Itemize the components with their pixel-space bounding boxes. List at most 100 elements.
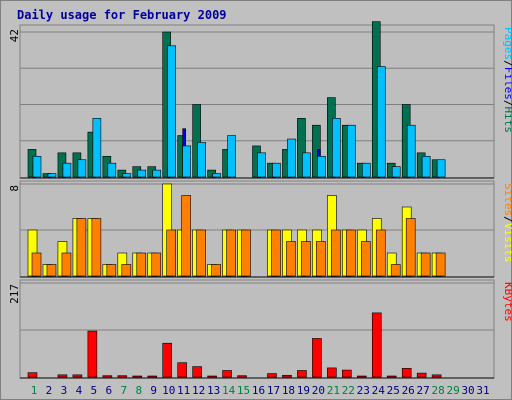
- series-kbytes: [27, 312, 442, 378]
- bar-sites-day-10: [166, 229, 177, 277]
- bar-kbytes-day-8: [132, 375, 143, 378]
- x-tick-label-day-29: 29: [446, 384, 459, 397]
- bar-kbytes-day-5: [87, 330, 98, 378]
- bar-pages-day-10: [167, 45, 177, 178]
- bar-hits-day-12: [192, 104, 201, 178]
- x-tick-label-day-14: 14: [222, 384, 236, 397]
- bar-sites-day-3: [61, 252, 72, 277]
- bar-hits-day-19: [297, 118, 306, 178]
- y-max-label: 42: [8, 29, 21, 42]
- y-max-label: 217: [8, 284, 21, 304]
- bar-kbytes-day-23: [356, 375, 367, 378]
- x-tick-label-day-20: 20: [312, 384, 325, 397]
- bar-kbytes-day-14: [222, 370, 232, 378]
- bar-pages-day-6: [107, 162, 117, 178]
- bar-pages-day-24: [376, 66, 386, 178]
- bar-pages-day-21: [332, 118, 341, 178]
- x-tick-label-day-2: 2: [46, 384, 53, 397]
- bar-kbytes-day-9: [147, 375, 158, 378]
- x-tick-label-day-18: 18: [282, 384, 295, 397]
- bar-sites-day-15: [241, 229, 251, 277]
- legend-entry: /: [502, 216, 512, 223]
- bar-sites-day-4: [76, 218, 87, 277]
- bar-pages-day-18: [287, 138, 296, 178]
- bar-kbytes-day-15: [237, 375, 247, 378]
- bar-sites-day-22: [346, 229, 356, 277]
- bar-kbytes-day-18: [282, 374, 292, 378]
- legend-middle: Sites/Visits: [502, 183, 512, 263]
- panel-background: [19, 279, 495, 379]
- legend-entry: Visits: [502, 223, 512, 263]
- bar-sites-day-19: [301, 241, 311, 277]
- bar-pages-day-16: [257, 152, 266, 178]
- x-tick-label-day-9: 9: [150, 384, 157, 397]
- legend-entry: KBytes: [502, 282, 512, 322]
- bar-kbytes-day-13: [207, 375, 217, 378]
- bar-sites-day-25: [390, 264, 401, 277]
- x-tick-label-day-28: 28: [432, 384, 445, 397]
- panel-middle: 8 Sites/Visits: [8, 180, 512, 278]
- bar-sites-day-1: [31, 252, 42, 277]
- bar-sites-day-12: [196, 229, 206, 277]
- bar-kbytes-day-26: [401, 368, 412, 378]
- bar-pages-day-11: [182, 145, 191, 178]
- bar-sites-day-18: [286, 241, 296, 277]
- legend-entry: Sites: [502, 183, 512, 216]
- bar-kbytes-day-4: [72, 374, 83, 378]
- chart-title: Daily usage for February 2009: [17, 8, 227, 22]
- legend-entry: Files: [502, 67, 512, 100]
- x-tick-label-day-8: 8: [135, 384, 142, 397]
- bar-pages-day-27: [421, 155, 431, 178]
- panel-bottom: 217 KBytes: [8, 279, 512, 379]
- x-tick-label-day-16: 16: [252, 384, 265, 397]
- bar-kbytes-day-3: [57, 374, 68, 378]
- bar-pages-day-22: [347, 124, 356, 178]
- x-tick-label-day-25: 25: [387, 384, 400, 397]
- bar-kbytes-day-10: [162, 342, 173, 378]
- bar-pages-day-13: [212, 173, 221, 178]
- x-tick-label-day-21: 21: [327, 384, 340, 397]
- x-tick-label-day-30: 30: [461, 384, 474, 397]
- legend-entry: /: [502, 100, 512, 107]
- bar-pages-day-17: [272, 162, 281, 178]
- x-tick-label-day-6: 6: [106, 384, 113, 397]
- bar-sites-day-27: [420, 252, 431, 277]
- bar-sites-day-17: [271, 229, 281, 277]
- panel-top: 42 Pages/Files/Hits: [8, 21, 512, 179]
- x-axis-labels: 1 2 3 4 5 6 7 8 9 10 11 12 13 14 15 16 17 18 19 20 21 22 23 24 2…: [31, 384, 490, 397]
- bar-kbytes-day-27: [416, 372, 427, 378]
- x-tick-label-day-24: 24: [372, 384, 386, 397]
- bar-kbytes-day-11: [177, 362, 187, 378]
- bar-sites-day-20: [316, 241, 326, 277]
- bar-pages-day-3: [62, 162, 72, 178]
- y-max-label: 8: [8, 185, 21, 192]
- bar-kbytes-day-19: [297, 370, 307, 378]
- bar-pages-day-19: [302, 152, 311, 178]
- x-tick-label-day-27: 27: [417, 384, 430, 397]
- x-tick-label-day-10: 10: [162, 384, 175, 397]
- x-tick-label-day-4: 4: [76, 384, 83, 397]
- x-tick-label-day-31: 31: [476, 384, 489, 397]
- bar-pages-day-12: [197, 142, 206, 178]
- bar-pages-day-25: [391, 166, 401, 178]
- legend-top: Pages/Files/Hits: [502, 27, 512, 133]
- x-tick-label-day-19: 19: [297, 384, 310, 397]
- x-tick-label-day-3: 3: [61, 384, 68, 397]
- x-tick-label-day-1: 1: [31, 384, 38, 397]
- x-tick-label-day-23: 23: [357, 384, 370, 397]
- bar-sites-day-6: [106, 264, 117, 277]
- x-tick-label-day-15: 15: [237, 384, 250, 397]
- x-tick-label-day-26: 26: [402, 384, 415, 397]
- bar-sites-day-28: [435, 252, 446, 277]
- bar-kbytes-day-28: [431, 374, 442, 378]
- bar-sites-day-14: [226, 229, 236, 277]
- x-tick-label-day-5: 5: [91, 384, 98, 397]
- bar-sites-day-8: [136, 252, 147, 277]
- bar-pages-day-4: [77, 159, 87, 178]
- series-pages: [32, 45, 446, 178]
- bar-kbytes-day-17: [267, 373, 277, 378]
- bar-sites-day-11: [181, 195, 191, 277]
- bar-sites-day-26: [405, 218, 416, 277]
- bar-kbytes-day-21: [327, 367, 337, 378]
